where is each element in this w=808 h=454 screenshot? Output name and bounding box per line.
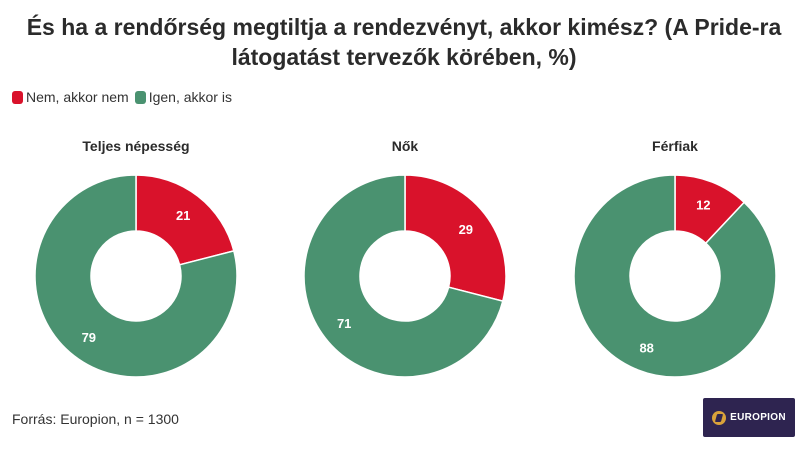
panel-title: Férfiak bbox=[652, 138, 698, 154]
slice-label-igen: 71 bbox=[337, 316, 351, 331]
slice-igen bbox=[34, 174, 238, 378]
legend-swatch-igen bbox=[134, 90, 146, 104]
slice-nem bbox=[135, 174, 235, 266]
legend-label-nem: Nem, akkor nem bbox=[26, 89, 129, 105]
slice-label-igen: 88 bbox=[639, 341, 653, 356]
panel-title: Nők bbox=[392, 138, 419, 154]
slice-label-igen: 79 bbox=[82, 330, 96, 345]
slice-igen bbox=[303, 174, 504, 378]
slice-label-nem: 12 bbox=[696, 197, 710, 212]
slice-igen bbox=[573, 174, 777, 378]
legend-swatch-nem bbox=[12, 90, 23, 104]
slice-label-nem: 29 bbox=[459, 222, 473, 237]
europion-logo-icon bbox=[712, 410, 727, 425]
legend-label-igen: Igen, akkor is bbox=[148, 89, 232, 105]
slice-nem bbox=[404, 174, 507, 303]
legend-item-igen: Igen, akkor is bbox=[134, 89, 232, 105]
donut-chart-1: Nők 29 71 bbox=[303, 138, 507, 378]
logo-text: EUROPION bbox=[730, 412, 786, 423]
chart-title: És ha a rendőrség megtiltja a rendezvény… bbox=[26, 14, 782, 70]
europion-logo: EUROPION bbox=[703, 398, 795, 437]
slice-label-nem: 21 bbox=[176, 208, 190, 223]
legend: Nem, akkor nem Igen, akkor is bbox=[12, 89, 238, 105]
legend-item-nem: Nem, akkor nem bbox=[12, 89, 129, 105]
donut-chart-2: Férfiak 12 88 bbox=[573, 138, 777, 378]
panel-title: Teljes népesség bbox=[82, 138, 189, 154]
donut-chart-0: Teljes népesség 21 79 bbox=[34, 138, 238, 378]
source-note: Forrás: Europion, n = 1300 bbox=[12, 411, 179, 427]
